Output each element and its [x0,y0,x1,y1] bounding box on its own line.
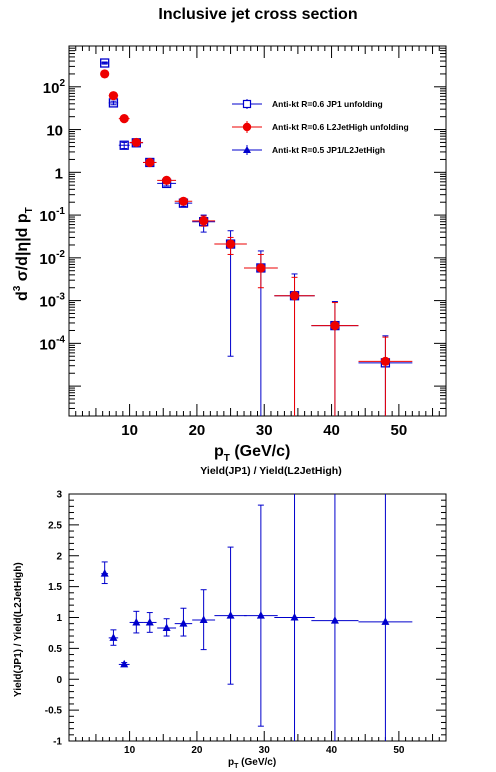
y-tick-label: 10-3 [39,292,65,311]
legend-marker-filled-triangle [243,146,251,153]
data-point-triangle [145,617,154,626]
bottom-y-axis: -1 -0.5 0 0.5 1 1.5 2 2.5 3 [45,490,446,748]
data-point-circle [145,157,155,168]
y-tick-label: 1 [56,613,62,624]
x-tick-label: 40 [326,745,338,756]
y-tick-label: 2.5 [48,520,62,531]
top-y-axis: 102 10 1 10-1 10-2 10-3 10-4 [39,45,446,417]
data-point-circle [131,137,141,148]
data-point-circle [380,356,391,366]
legend: Anti-kt R=0.6 JP1 unfolding Anti-kt R=0.… [232,99,409,155]
data-point-square [100,58,110,68]
data-point-triangle [330,616,339,624]
x-tick-label: 30 [259,745,271,756]
bottom-x-axis-label: pT (GeV/c) [228,757,276,770]
y-tick-label: -0.5 [45,706,63,717]
data-point-circle [199,216,209,226]
y-tick-label: 1.5 [48,582,62,593]
data-point-circle [178,196,189,206]
x-tick-label: 10 [121,422,138,439]
y-tick-label: 2 [56,551,62,562]
data-point-square [119,140,129,150]
x-tick-label: 40 [323,422,340,439]
top-x-axis: 10 20 30 40 50 [75,46,440,439]
y-tick-label: 10-4 [39,334,65,353]
y-tick-label: 10-2 [39,249,65,268]
data-point-circle [100,69,110,79]
x-tick-label: 30 [256,422,273,439]
data-point-triangle [109,633,118,641]
data-point-circle [225,239,236,249]
data-point-circle [289,291,300,301]
y-tick-label: 1 [55,165,63,182]
legend-label-jp1-unfolding: Anti-kt R=0.6 JP1 unfolding [272,99,383,109]
legend-marker-open-square [242,99,252,109]
top-title: Inclusive jet cross section [158,6,357,23]
top-panel: Inclusive jet cross section 10210110-110… [12,6,447,464]
data-point-triangle [256,611,265,619]
legend-label-ratio: Anti-kt R=0.5 JP1/L2JetHigh [272,145,385,155]
data-point-triangle [179,619,188,627]
data-point-triangle [199,615,208,623]
bottom-plot-area [100,494,413,741]
data-point-circle [108,91,119,101]
data-point-triangle [120,659,129,668]
x-tick-label: 10 [124,745,136,756]
data-point-triangle [100,569,109,577]
legend-entry-ratio: Anti-kt R=0.5 JP1/L2JetHigh [232,145,385,155]
data-point-circle [330,321,340,331]
y-tick-label: 0.5 [48,644,62,655]
y-tick-label: 102 [43,78,66,97]
y-tick-label: 0 [56,675,62,686]
x-tick-label: 50 [391,422,408,439]
y-tick-label: 10 [46,123,63,140]
y-tick-label: 3 [56,490,62,501]
top-x-axis-label: pT (GeV/c) [214,443,290,464]
data-point-triangle [132,617,141,626]
x-tick-label: 50 [393,745,405,756]
bottom-x-axis: 10 20 30 40 50 [75,731,440,756]
data-point-triangle [381,617,390,625]
y-tick-label: 10-1 [39,206,65,225]
legend-entry-l2jethigh-unfolding: Anti-kt R=0.6 L2JetHigh unfolding [232,121,409,133]
x-tick-label: 20 [189,422,206,439]
bottom-y-axis-label: Yield(JP1) / Yield(L2JetHigh) [13,562,24,697]
data-point-circle [256,263,266,273]
legend-entry-jp1-unfolding: Anti-kt R=0.6 JP1 unfolding [232,99,383,109]
data-point-triangle [290,613,299,621]
data-point-circle [119,114,129,124]
data-point-triangle [162,623,171,631]
y-tick-label: -1 [53,737,62,748]
data-point-circle [162,175,172,185]
legend-marker-filled-circle [242,122,252,132]
data-point-triangle [226,611,235,619]
top-plot-area [100,58,413,416]
x-tick-label: 20 [191,745,203,756]
top-y-axis-label: d3 σ/d|η|d pT [12,207,35,301]
bottom-title: Yield(JP1) / Yield(L2JetHigh) [200,465,341,477]
bottom-panel: Yield(JP1) / Yield(L2JetHigh) -1 -0.5 0 0.5… [13,465,447,770]
legend-label-l2jethigh-unfolding: Anti-kt R=0.6 L2JetHigh unfolding [272,122,409,132]
